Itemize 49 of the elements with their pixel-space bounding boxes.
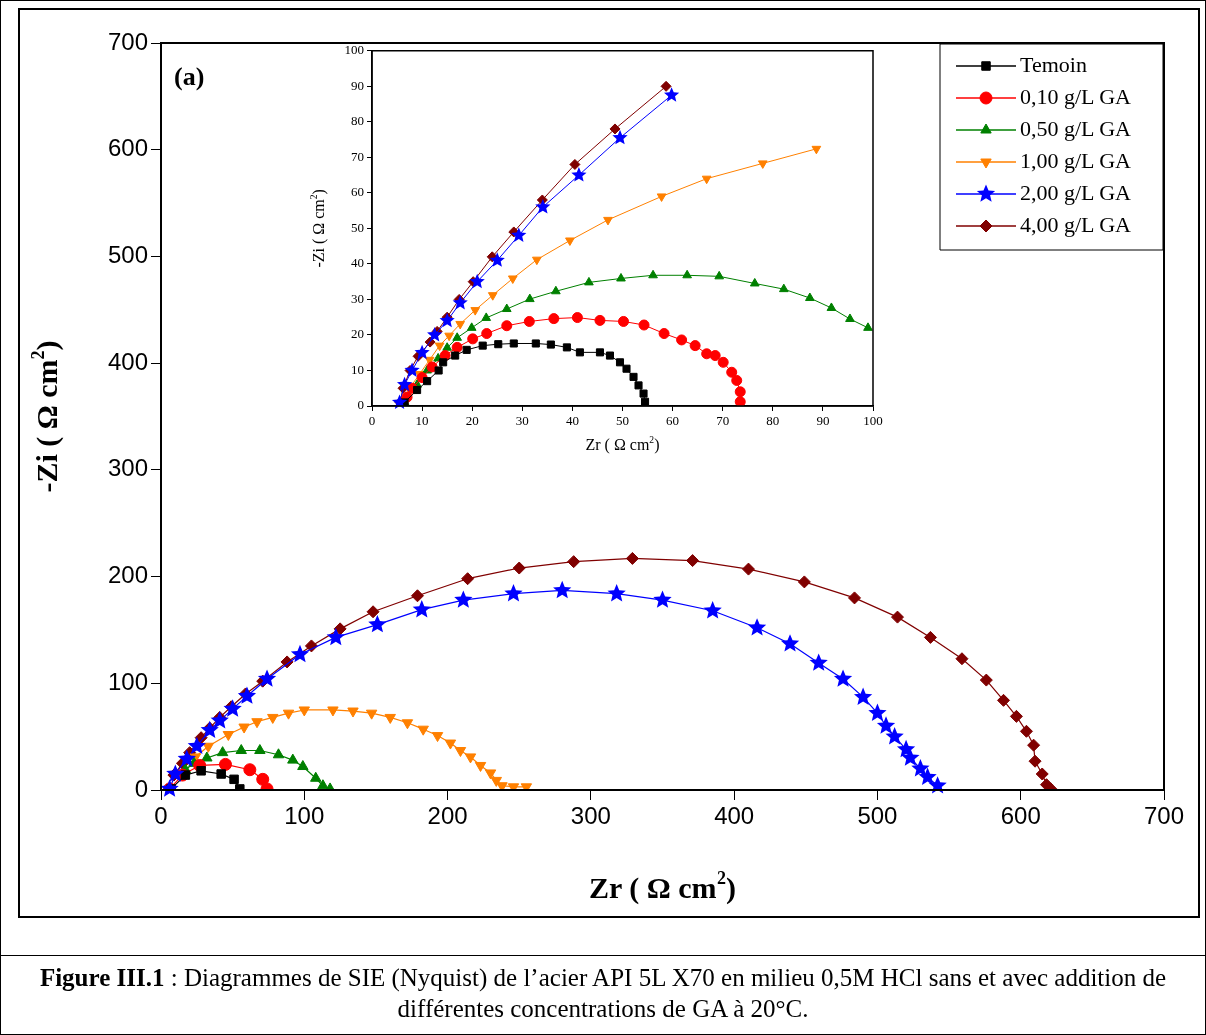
text: : Diagrammes de SIE (Nyquist) de l’acier API 5L X70 en milieu 0,5M HCl sans et avec addition de différentes concentrations de GA à 20°C. — [169, 964, 1167, 1022]
legend-label: 0,50 g/L GA — [1020, 115, 1132, 141]
y-tick-label: 200 — [107, 561, 148, 589]
legend-label: 4,00 g/L GA — [1020, 211, 1132, 237]
y-tick-label: 300 — [107, 454, 148, 482]
y-tick-label: 10 — [351, 361, 364, 377]
x-tick-label: 60 — [666, 413, 680, 429]
legend-label: 0,10 g/L GA — [1020, 83, 1132, 109]
x-tick-label: 30 — [515, 413, 529, 429]
x-tick-label: 10 — [415, 413, 429, 429]
text: Figure III.1 — [39, 964, 165, 991]
x-tick-label: 70 — [716, 413, 730, 429]
y-axis-title: -Zi ( Ω cm2) — [308, 189, 329, 268]
y-axis-title: -Zi ( Ω cm2) — [27, 340, 65, 493]
x-tick-label: 100 — [284, 802, 325, 830]
x-tick-label: 600 — [1000, 802, 1041, 830]
y-tick-label: 400 — [107, 347, 148, 375]
y-tick-label: 100 — [107, 667, 148, 695]
x-tick-label: 200 — [427, 802, 468, 830]
y-tick-label: 500 — [107, 241, 148, 269]
y-tick-label: 70 — [351, 148, 364, 164]
y-tick-label: 50 — [351, 219, 364, 235]
x-tick-label: 0 — [154, 802, 168, 830]
y-tick-label: 0 — [134, 774, 148, 802]
x-tick-label: 700 — [1143, 802, 1185, 830]
x-tick-label: 500 — [857, 802, 898, 830]
annotation: (a) — [174, 61, 205, 91]
y-tick-label: 90 — [351, 77, 364, 93]
x-tick-label: 20 — [465, 413, 479, 429]
x-tick-label: 90 — [816, 413, 830, 429]
legend-label: Temoin — [1020, 51, 1087, 77]
x-tick-label: 0 — [368, 413, 376, 429]
y-tick-label: 0 — [357, 397, 364, 413]
x-tick-label: 50 — [616, 413, 629, 429]
x-tick-label: 300 — [570, 802, 611, 830]
y-tick-label: 30 — [351, 290, 364, 306]
y-tick-label: 700 — [107, 27, 148, 55]
y-tick-label: 600 — [107, 134, 148, 162]
y-tick-label: 40 — [351, 255, 364, 271]
x-tick-label: 100 — [863, 413, 883, 429]
x-tick-label: 80 — [766, 413, 780, 429]
y-tick-label: 60 — [351, 184, 364, 200]
x-tick-label: 40 — [565, 413, 579, 429]
x-tick-label: 400 — [714, 802, 755, 830]
legend-label: 2,00 g/L GA — [1020, 179, 1132, 205]
y-tick-label: 100 — [344, 42, 364, 58]
y-tick-label: 20 — [351, 326, 364, 342]
y-tick-label: 80 — [351, 113, 364, 129]
legend-label: 1,00 g/L GA — [1020, 147, 1132, 173]
